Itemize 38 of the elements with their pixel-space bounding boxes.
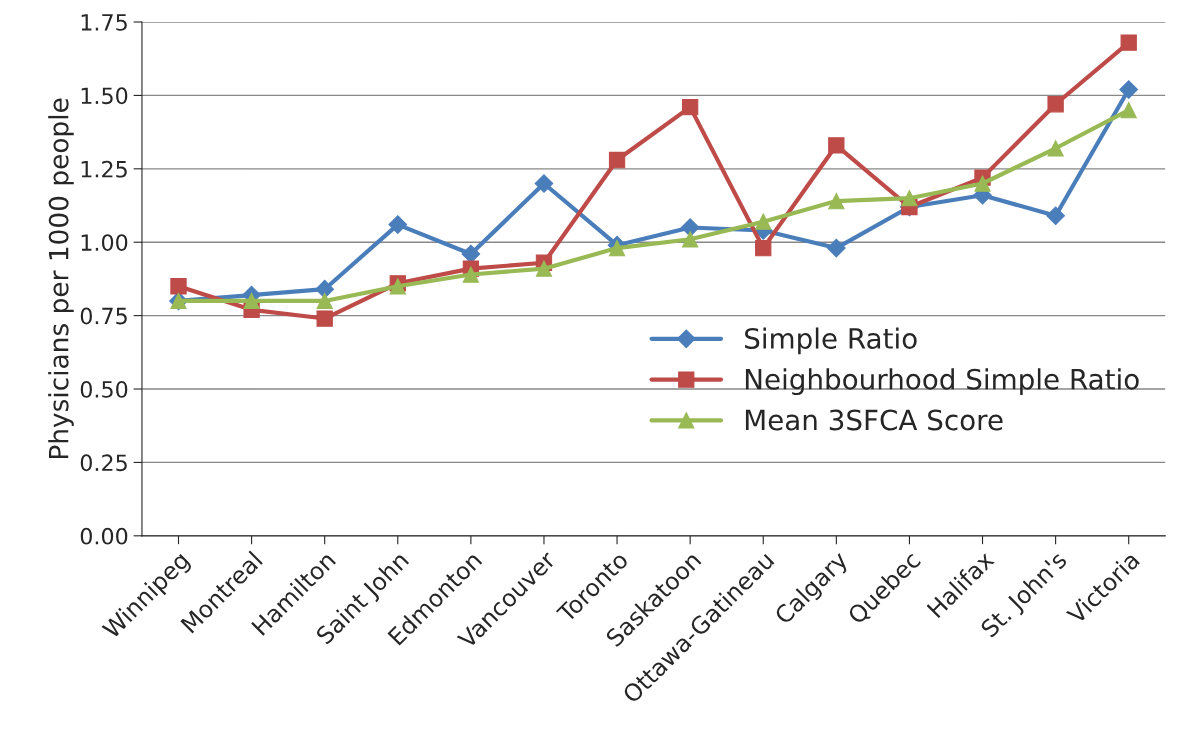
point xyxy=(680,218,700,237)
point xyxy=(608,151,626,169)
point xyxy=(828,137,845,154)
y-tick-label: 1.50 xyxy=(81,87,128,105)
point xyxy=(535,260,553,277)
point xyxy=(1120,101,1137,119)
point xyxy=(1046,206,1065,226)
y-tick-label: 1.25 xyxy=(81,160,127,178)
point xyxy=(1047,140,1064,157)
point xyxy=(682,231,699,248)
point xyxy=(974,175,991,192)
point xyxy=(315,279,335,299)
point xyxy=(243,292,260,310)
point xyxy=(828,192,845,210)
point xyxy=(388,215,408,234)
y-tick-label: 0.50 xyxy=(80,380,128,398)
point xyxy=(901,190,918,207)
point xyxy=(1119,80,1139,99)
point xyxy=(316,310,333,327)
point xyxy=(534,174,554,193)
point xyxy=(1120,34,1137,51)
y-tick-label: 1.75 xyxy=(81,14,127,31)
point xyxy=(1047,96,1064,113)
point xyxy=(755,239,772,257)
legend-label: Neighbourhood Simple Ratio xyxy=(745,368,1139,396)
point xyxy=(170,278,187,295)
point xyxy=(826,238,846,258)
y-tick-label: 1.00 xyxy=(81,234,128,251)
legend-label: Simple Ratio xyxy=(745,327,917,355)
legend-label: Mean 3SFCA Score xyxy=(745,409,1003,431)
point xyxy=(316,292,333,310)
point xyxy=(682,99,699,116)
y-tick-label: 0.25 xyxy=(80,454,127,472)
y-tick-label: 0.00 xyxy=(80,527,128,545)
y-tick-label: 0.75 xyxy=(80,307,127,325)
point xyxy=(755,213,772,230)
y-axis-title: Physicians per 1000 people xyxy=(48,98,74,459)
point xyxy=(462,266,480,283)
